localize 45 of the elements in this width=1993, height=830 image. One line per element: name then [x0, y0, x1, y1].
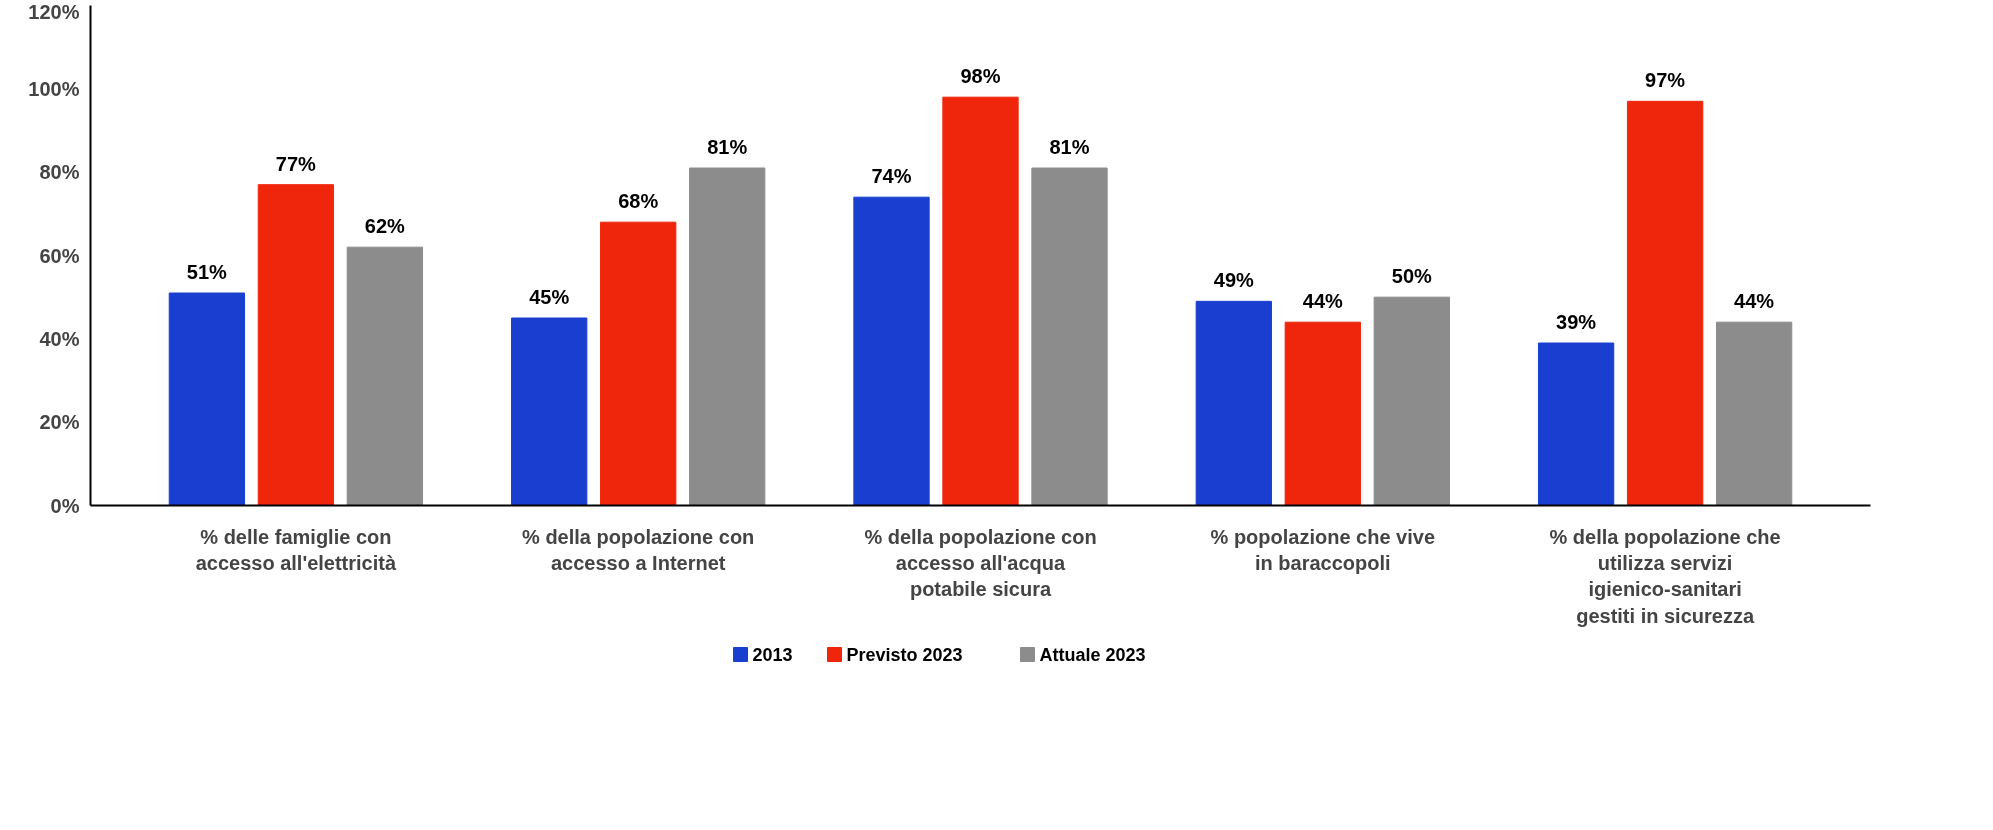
y-tick-label: 40% — [39, 327, 80, 350]
bar — [1031, 167, 1108, 506]
data-label: 74% — [871, 165, 912, 188]
y-tick-label: 0% — [50, 494, 80, 517]
data-label: 62% — [364, 215, 406, 238]
y-tick-label: 100% — [28, 77, 80, 100]
x-tick-label: % popolazione che vive in baraccopoli — [1210, 525, 1436, 574]
bar — [1626, 100, 1704, 506]
data-label: 81% — [707, 136, 748, 158]
y-tick-label: 60% — [39, 244, 80, 267]
data-label: 44% — [1734, 290, 1775, 313]
bar — [1537, 342, 1615, 506]
data-label: 97% — [1645, 69, 1686, 92]
data-label: 81% — [1049, 136, 1090, 158]
bar — [853, 196, 930, 506]
y-tick-label: 120% — [28, 0, 80, 23]
bar — [942, 96, 1019, 506]
legend-label: Previsto 2023 — [846, 644, 963, 665]
bar — [1715, 321, 1793, 506]
x-tick-label: % della popolazione che utilizza servizi igienico-sanitari gestiti in sicurezza — [1549, 525, 1781, 627]
data-label: 98% — [960, 65, 1001, 88]
y-tick-label: 80% — [39, 161, 80, 184]
bar — [1284, 321, 1361, 506]
data-label: 68% — [618, 190, 659, 213]
bar — [168, 292, 246, 506]
data-label: 77% — [275, 152, 317, 175]
x-tick-label: % della popolazione con accesso all'acqua potabile sicura — [864, 525, 1097, 601]
data-label: 49% — [1213, 269, 1255, 292]
data-label: 45% — [529, 286, 570, 308]
data-label: 50% — [1391, 265, 1433, 288]
bar — [1373, 296, 1450, 506]
data-label: 39% — [1556, 311, 1597, 333]
data-label: 44% — [1302, 290, 1344, 313]
bar — [511, 317, 588, 506]
x-tick-label: % delle famiglie con accesso all'elettricità — [195, 525, 397, 574]
y-tick-label: 20% — [39, 411, 80, 434]
legend-label: Attuale 2023 — [1039, 644, 1146, 665]
x-tick-label: % della popolazione con accesso a Internet — [522, 525, 755, 574]
bar — [257, 184, 335, 506]
legend-label: 2013 — [752, 645, 793, 665]
bar — [600, 221, 677, 506]
bar — [689, 167, 766, 506]
bar — [1195, 300, 1272, 506]
data-label: 51% — [186, 261, 228, 283]
bar — [346, 246, 424, 506]
